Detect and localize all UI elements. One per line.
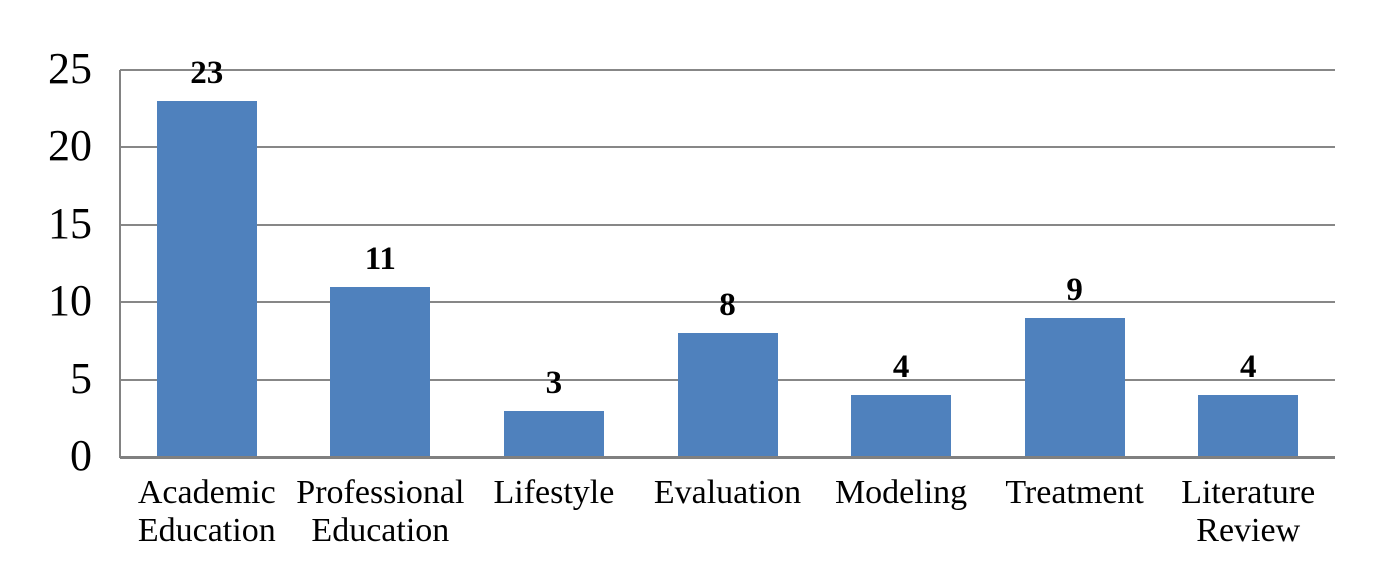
bar (677, 333, 778, 457)
bar (156, 100, 257, 457)
y-tick-label: 0 (70, 431, 92, 481)
gridline (120, 223, 1335, 226)
bar (1024, 317, 1125, 457)
bar (851, 395, 952, 457)
x-category-label: Lifestyle (493, 474, 615, 511)
y-tick-label: 10 (48, 276, 92, 326)
gridline (120, 69, 1335, 71)
x-category-label: Literature Review (1181, 474, 1316, 549)
y-tick-label: 20 (48, 121, 92, 171)
bar (1198, 395, 1299, 457)
bar-value-label: 8 (719, 287, 736, 324)
x-category-label: Professional Education (296, 474, 465, 549)
bar-value-label: 4 (892, 349, 910, 386)
y-axis-line (119, 70, 121, 458)
x-axis-line (120, 456, 1335, 459)
x-category-label: Modeling (834, 474, 968, 511)
gridline (120, 146, 1335, 149)
bar (503, 410, 604, 457)
x-category-label: Evaluation (653, 474, 802, 511)
y-tick-label: 5 (70, 353, 92, 403)
bar-value-label: 9 (1066, 271, 1083, 308)
bar-value-label: 3 (545, 364, 563, 401)
y-tick-label: 25 (48, 44, 92, 94)
gridline (120, 301, 1335, 304)
x-category-label: Treatment (1005, 474, 1144, 511)
bar-value-label: 11 (364, 240, 396, 277)
y-tick-label: 15 (48, 198, 92, 248)
bar (330, 286, 431, 457)
x-category-label: Academic Education (137, 474, 276, 549)
bar-value-label: 4 (1239, 349, 1257, 386)
bar-value-label: 23 (190, 54, 224, 91)
